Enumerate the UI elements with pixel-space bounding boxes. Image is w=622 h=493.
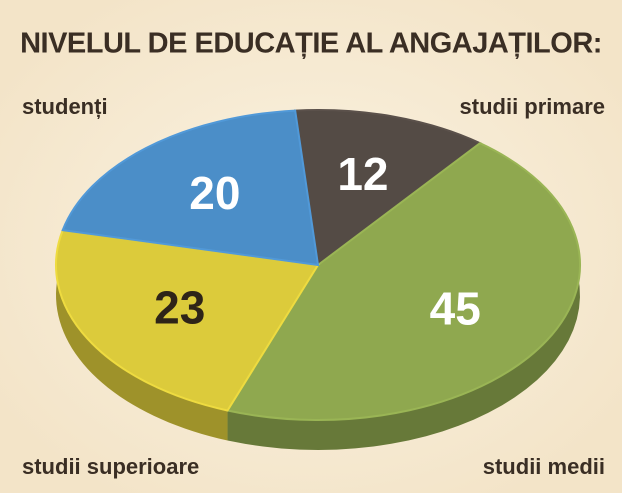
value-label: 20 bbox=[189, 167, 240, 219]
pie-slice bbox=[55, 229, 320, 412]
chart-title: NIVELUL DE EDUCAȚIE AL ANGAJAȚILOR: bbox=[20, 28, 602, 60]
value-label: 23 bbox=[154, 281, 205, 333]
pie-slice bbox=[294, 109, 482, 267]
pie-slice bbox=[61, 109, 320, 267]
pie-side bbox=[56, 230, 228, 441]
labels: 12 studii primare 45 studii medii 23 studii s… bbox=[22, 94, 605, 479]
pie-slice bbox=[225, 142, 581, 421]
pie-side bbox=[227, 143, 580, 450]
category-label: studii superioare bbox=[22, 454, 199, 479]
value-label: 12 bbox=[337, 148, 388, 200]
category-label: studii primare bbox=[460, 94, 605, 119]
category-label: studenți bbox=[22, 94, 108, 119]
category-label: studii medii bbox=[483, 454, 605, 479]
pie-tops bbox=[55, 109, 581, 421]
value-label: 45 bbox=[430, 283, 481, 335]
